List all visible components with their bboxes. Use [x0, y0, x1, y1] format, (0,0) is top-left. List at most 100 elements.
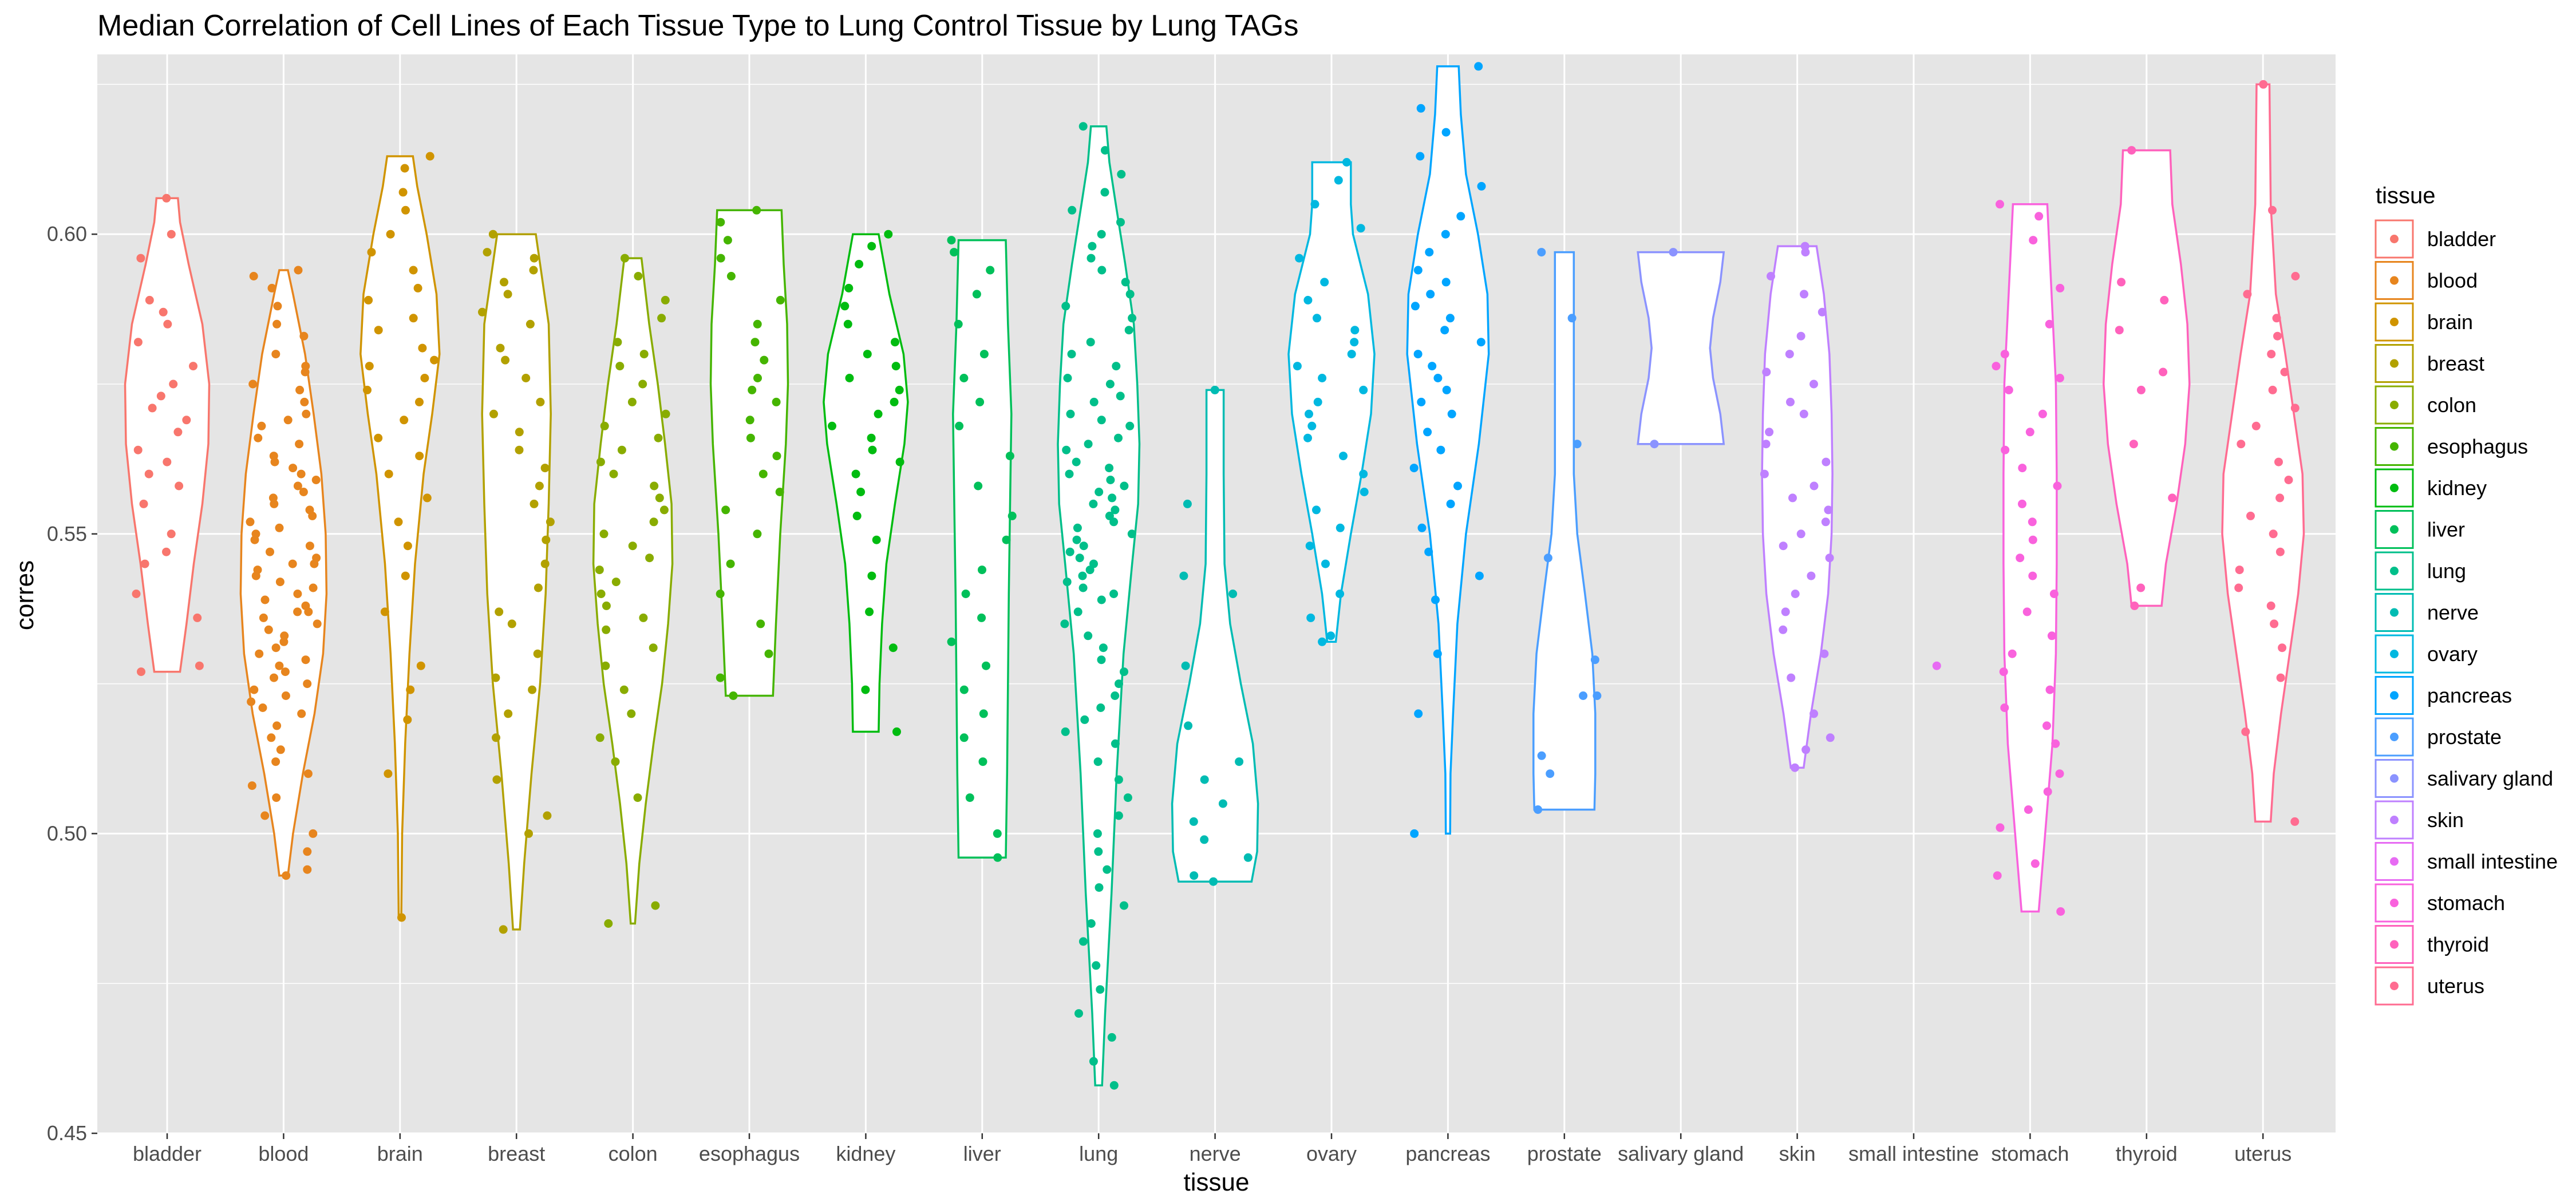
data-point: [1801, 745, 1811, 754]
data-point: [145, 295, 154, 305]
violin-pancreas: [1406, 65, 1490, 835]
data-point: [2290, 817, 2300, 826]
data-point: [309, 829, 318, 838]
data-point: [2268, 205, 2277, 215]
data-point: [760, 355, 769, 365]
data-point: [2160, 295, 2169, 305]
legend-label: ovary: [2427, 642, 2478, 666]
data-point: [595, 733, 605, 742]
data-point: [2273, 331, 2282, 341]
data-point: [959, 685, 969, 694]
data-point: [483, 248, 492, 257]
data-point: [1413, 350, 1423, 359]
data-point: [1416, 152, 1425, 161]
data-point: [521, 374, 531, 382]
legend-key-point: [2390, 401, 2399, 409]
data-point: [650, 481, 659, 491]
data-point: [1200, 835, 1209, 844]
y-axis-title: corres: [11, 560, 39, 630]
data-point: [271, 757, 280, 766]
data-point: [2008, 649, 2017, 658]
data-point: [748, 385, 757, 394]
data-point: [1084, 440, 1093, 449]
data-point: [2272, 314, 2281, 323]
data-point: [1567, 314, 1577, 323]
data-point: [504, 709, 513, 718]
data-point: [1447, 409, 1456, 418]
data-point: [1005, 452, 1014, 461]
x-tick-label: stomach: [1991, 1142, 2069, 1165]
data-point: [1669, 248, 1678, 257]
data-point: [1760, 469, 1769, 479]
data-point: [1106, 476, 1115, 484]
data-point: [611, 757, 620, 766]
data-point: [604, 919, 613, 928]
data-point: [293, 481, 302, 491]
data-point: [613, 338, 622, 347]
data-point: [1124, 326, 1133, 335]
data-point: [764, 649, 773, 658]
data-point: [2047, 631, 2056, 640]
data-point: [1062, 445, 1071, 454]
data-point: [536, 397, 545, 406]
data-point: [649, 517, 658, 527]
data-point: [1080, 715, 1089, 724]
data-point: [1002, 535, 1011, 544]
legend-label: esophagus: [2427, 435, 2528, 458]
data-point: [2284, 476, 2293, 484]
data-point: [1313, 314, 1321, 323]
data-point: [1416, 104, 1425, 113]
data-point: [255, 649, 264, 658]
data-point: [1336, 590, 1345, 598]
data-point: [499, 925, 508, 934]
data-point: [867, 242, 876, 251]
data-point: [2051, 739, 2060, 748]
data-point: [772, 397, 781, 406]
data-point: [1078, 122, 1088, 131]
x-tick-label: esophagus: [699, 1142, 800, 1165]
data-point: [596, 457, 605, 466]
data-point: [979, 709, 988, 718]
data-point: [2025, 428, 2034, 437]
data-point: [1089, 397, 1099, 406]
data-point: [2234, 583, 2243, 592]
data-point: [1008, 511, 1017, 520]
data-point: [1360, 488, 1369, 496]
data-point: [2038, 409, 2047, 418]
data-point: [156, 392, 165, 401]
data-point: [2018, 464, 2027, 473]
data-point: [954, 319, 963, 329]
data-point: [2129, 440, 2138, 449]
data-point: [2276, 673, 2285, 682]
legend-label: breast: [2427, 352, 2484, 375]
data-point: [271, 643, 280, 653]
data-point: [507, 619, 516, 628]
data-point: [1579, 691, 1588, 700]
data-point: [1590, 655, 1599, 665]
data-point: [602, 601, 611, 610]
data-point: [260, 811, 270, 820]
data-point: [2115, 326, 2124, 335]
data-point: [1809, 481, 1819, 491]
data-point: [977, 613, 986, 622]
data-point: [1111, 505, 1120, 515]
data-point: [1781, 607, 1790, 616]
data-point: [1089, 1057, 1098, 1066]
data-point: [729, 691, 738, 700]
data-point: [601, 661, 610, 670]
data-point: [1094, 847, 1103, 856]
data-point: [950, 248, 959, 257]
data-point: [1996, 823, 2005, 832]
data-point: [1097, 595, 1106, 604]
data-point: [1190, 871, 1199, 880]
data-point: [295, 385, 305, 394]
data-point: [775, 488, 784, 496]
data-point: [272, 319, 282, 329]
data-point: [254, 433, 263, 442]
data-point: [1411, 302, 1420, 311]
data-point: [2028, 535, 2037, 544]
data-point: [1409, 464, 1419, 473]
violin-bladder: [124, 197, 211, 673]
data-point: [1825, 553, 1834, 563]
